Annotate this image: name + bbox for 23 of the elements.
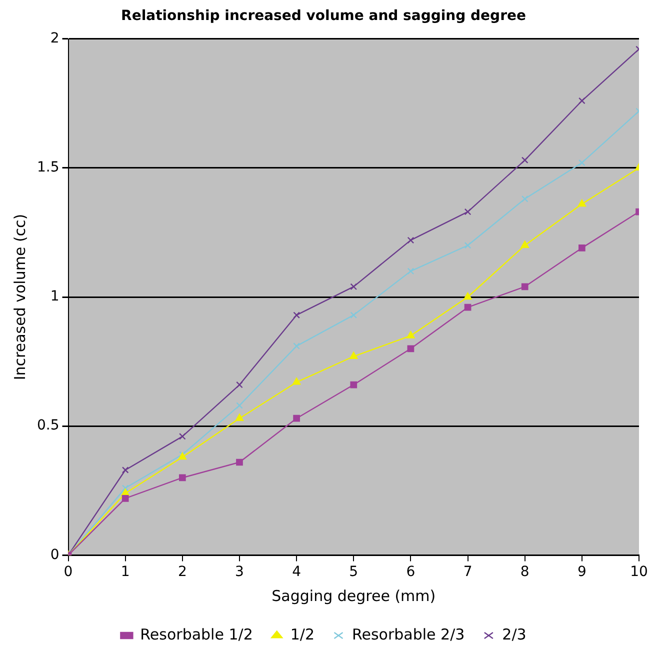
y-tick-label: 2	[50, 30, 60, 46]
x-tick-label: 0	[64, 564, 73, 580]
x-tick-label: 6	[406, 564, 416, 580]
x-axis-title: Sagging degree (mm)	[272, 586, 436, 605]
chart-title: Relationship increased volume and sagging degree	[121, 8, 526, 24]
x-tick-label: 10	[630, 564, 648, 580]
legend-label: Resorbable 1/2	[140, 625, 253, 644]
y-axis-title: Increased volume (cc)	[10, 214, 29, 380]
x-tick-label: 7	[463, 564, 472, 580]
legend-label: Resorbable 2/3	[352, 625, 465, 644]
x-tick-label: 8	[520, 564, 530, 580]
y-tick-label: 0	[50, 546, 60, 563]
x-tick-label: 4	[292, 564, 302, 580]
y-tick-label: 1.5	[37, 160, 60, 176]
y-tick-label: 0.5	[37, 418, 60, 434]
legend-label: 2/3	[502, 625, 526, 644]
y-tick-label: 1	[50, 288, 60, 305]
x-tick-label: 9	[577, 564, 586, 580]
x-tick-label: 3	[235, 564, 244, 580]
x-tick-label: 5	[349, 564, 358, 580]
x-tick-label: 2	[178, 564, 187, 580]
legend-label: 1/2	[290, 625, 314, 644]
x-tick-label: 1	[120, 564, 130, 580]
